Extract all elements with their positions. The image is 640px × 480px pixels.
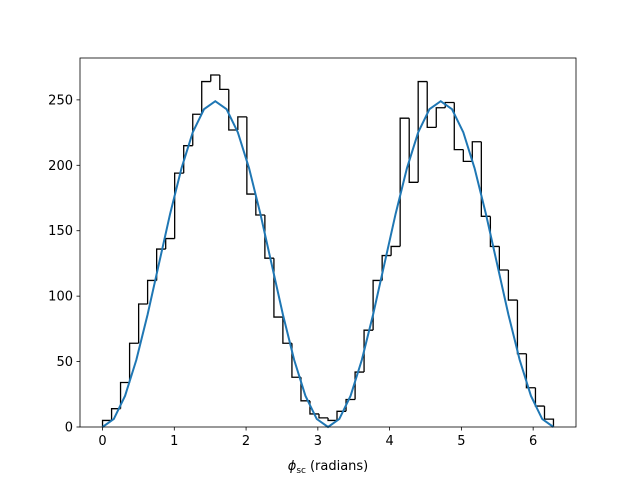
- histogram-step: [507, 269, 518, 301]
- histogram-step: [471, 141, 482, 162]
- histogram-step: [318, 413, 329, 419]
- y-tick-label: 250: [48, 93, 73, 108]
- histogram-step: [119, 381, 130, 409]
- histogram-step: [462, 149, 473, 163]
- histogram-step: [165, 237, 175, 250]
- histogram-step: [228, 89, 238, 131]
- histogram-step: [426, 81, 437, 129]
- x-tick-label: 5: [457, 434, 465, 449]
- histogram-step: [390, 245, 401, 256]
- histogram-step: [146, 279, 157, 304]
- y-tick-label: 150: [48, 224, 73, 239]
- x-tick-label: 0: [98, 434, 106, 449]
- histogram-step: [201, 80, 211, 115]
- histogram-step: [498, 246, 509, 271]
- x-tick-label: 4: [385, 434, 393, 449]
- histogram-step: [408, 118, 419, 183]
- histogram-step: [399, 117, 410, 247]
- histogram-step: [174, 172, 184, 239]
- y-tick-label: 50: [56, 355, 73, 370]
- x-tick-label: 1: [170, 434, 178, 449]
- histogram-step: [246, 116, 256, 195]
- histogram-step: [219, 75, 229, 91]
- histogram-step: [417, 80, 428, 183]
- x-axis-label: ϕsc (radians): [288, 459, 369, 476]
- histogram-step: [543, 406, 555, 427]
- histogram-step: [101, 419, 112, 427]
- x-label-subscript: sc: [296, 466, 306, 476]
- histogram-step: [354, 371, 365, 400]
- histogram-step: [453, 102, 464, 151]
- histogram-step: [444, 101, 455, 108]
- plot-frame: [79, 57, 577, 428]
- histogram-step: [516, 300, 527, 355]
- histogram-step: [210, 74, 220, 82]
- x-tick-label: 3: [314, 434, 322, 449]
- y-tick-label: 100: [48, 290, 73, 305]
- histogram-step: [525, 353, 536, 389]
- x-tick-label: 6: [529, 434, 537, 449]
- y-tick-label: 0: [65, 421, 73, 436]
- histogram-step: [534, 387, 545, 407]
- histogram-step: [327, 417, 338, 422]
- histogram-step: [282, 317, 292, 344]
- histogram-step: [489, 216, 500, 248]
- histogram-step: [110, 408, 121, 421]
- x-label-symbol: ϕ: [288, 459, 297, 474]
- histogram-step: [435, 107, 446, 128]
- histogram-step: [237, 116, 247, 130]
- histogram-step: [128, 342, 139, 383]
- histogram-step: [137, 303, 148, 344]
- x-label-text: (radians): [310, 459, 368, 474]
- x-tick-label: 2: [242, 434, 250, 449]
- histogram-step: [255, 194, 265, 216]
- histogram-step: [480, 141, 491, 217]
- fit-line: [101, 99, 555, 429]
- y-tick-label: 200: [48, 159, 73, 174]
